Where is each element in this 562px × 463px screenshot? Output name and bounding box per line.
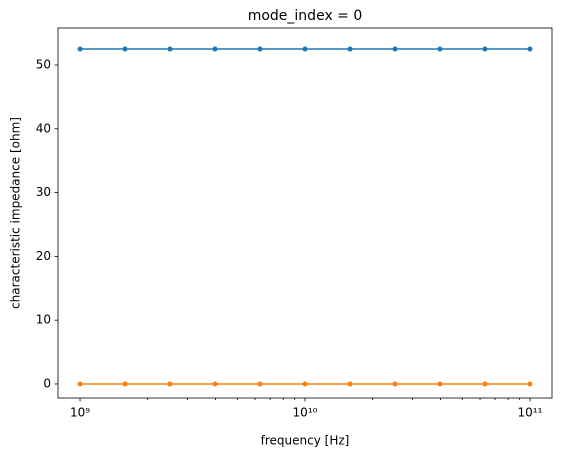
data-point	[482, 381, 488, 387]
data-point	[527, 46, 533, 52]
x-tick-label: 10¹⁰	[293, 406, 318, 420]
y-tick-label: 0	[43, 376, 51, 390]
y-tick-label: 30	[36, 185, 51, 199]
data-point	[122, 46, 128, 52]
x-axis-label: frequency [Hz]	[261, 434, 350, 448]
y-tick-label: 10	[36, 313, 51, 327]
data-point	[212, 46, 218, 52]
x-tick-label: 10¹¹	[518, 406, 543, 420]
x-tick-label: 10⁹	[70, 406, 90, 420]
chart-title: mode_index = 0	[248, 8, 363, 24]
data-point	[437, 381, 443, 387]
data-point	[302, 46, 308, 52]
data-point	[77, 381, 83, 387]
data-point	[437, 46, 443, 52]
plot-frame	[57, 27, 553, 399]
data-point	[167, 46, 173, 52]
y-axis-label: characteristic impedance [ohm]	[9, 117, 23, 309]
y-tick-label: 40	[36, 121, 51, 135]
data-point	[122, 381, 128, 387]
data-point	[527, 381, 533, 387]
data-point	[257, 46, 263, 52]
data-point	[392, 381, 398, 387]
data-point	[347, 46, 353, 52]
y-tick-label: 20	[36, 249, 51, 263]
data-point	[167, 381, 173, 387]
data-point	[77, 46, 83, 52]
data-point	[257, 381, 263, 387]
data-point	[302, 381, 308, 387]
data-point	[482, 46, 488, 52]
y-tick-label: 50	[36, 58, 51, 72]
data-point	[347, 381, 353, 387]
data-point	[212, 381, 218, 387]
data-point	[392, 46, 398, 52]
